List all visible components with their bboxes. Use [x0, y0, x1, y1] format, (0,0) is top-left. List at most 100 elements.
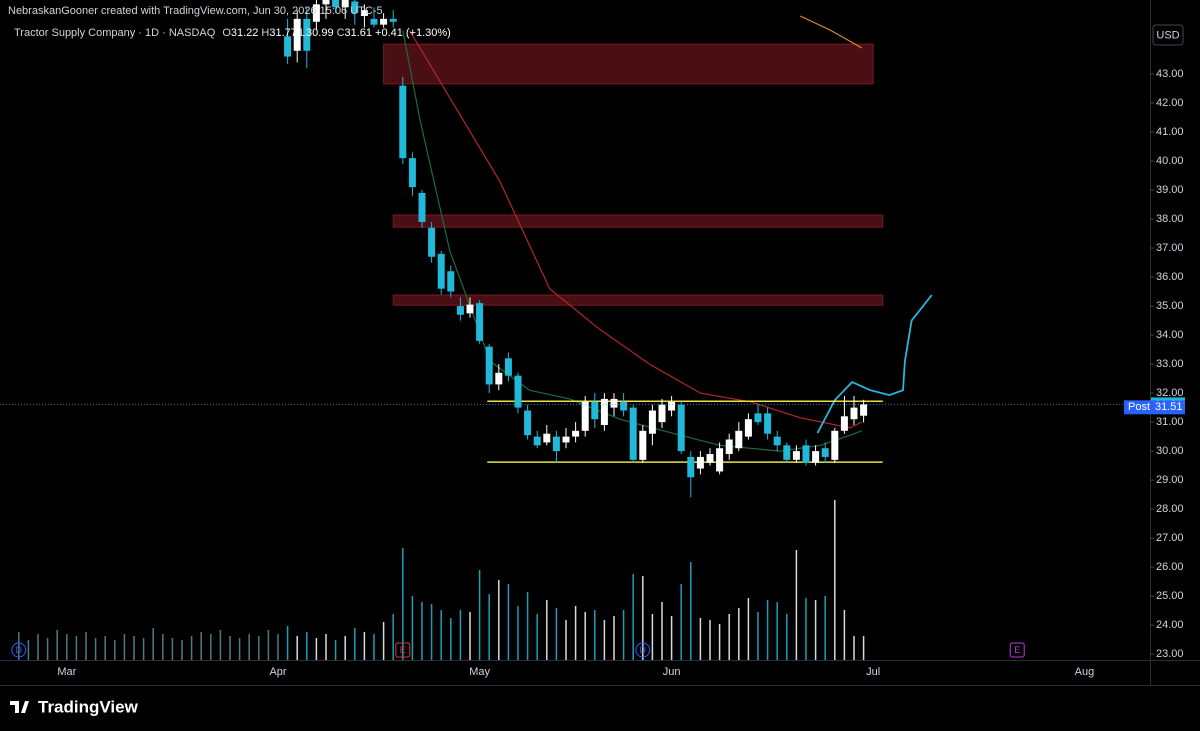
logo-icon: [10, 701, 29, 713]
resistance-zone: [392, 294, 884, 306]
candle-body: [687, 456, 695, 478]
volume-bar: [133, 636, 135, 660]
volume-bar: [75, 636, 78, 660]
currency[interactable]: USD: [1156, 29, 1179, 41]
y-tick-label: 31.00: [1156, 416, 1184, 428]
volume-bar: [315, 638, 318, 660]
y-tick-label: 34.00: [1156, 329, 1184, 341]
y-tick-label: 24.00: [1156, 619, 1184, 631]
candle-body: [303, 18, 311, 51]
volume-bar: [699, 618, 702, 660]
candle-body: [773, 436, 781, 446]
volume-bar: [104, 636, 106, 660]
candle-body: [716, 448, 724, 472]
candle-body: [668, 401, 676, 411]
candle-body: [322, 0, 330, 5]
y-tick-label: 38.00: [1156, 213, 1184, 225]
volume-bar: [277, 634, 279, 660]
candle-body: [476, 303, 484, 341]
currency-button[interactable]: [1152, 24, 1184, 46]
candle-body: [380, 18, 388, 25]
volume-bar: [210, 634, 212, 660]
volume-bar: [354, 628, 356, 660]
candle-body: [764, 413, 772, 434]
y-tick-label: 43.00: [1156, 68, 1184, 80]
volume-bar: [296, 636, 298, 660]
volume-bar: [440, 610, 442, 660]
event-marker: [635, 642, 651, 658]
candle-body: [850, 407, 858, 420]
event-label: D: [640, 645, 647, 655]
volume-bar: [555, 608, 558, 660]
volume-bar: [142, 638, 145, 660]
volume-bar: [565, 620, 567, 660]
candle-body: [629, 407, 637, 460]
volume-bar: [536, 614, 538, 660]
candle-body: [860, 404, 868, 416]
resistance-zone: [383, 43, 874, 85]
y-tick-label: 33.00: [1156, 358, 1184, 370]
candle-body: [840, 416, 848, 431]
candle-body: [812, 451, 820, 463]
candle-body: [332, 0, 340, 8]
volume-bar: [37, 634, 39, 660]
volume-bar: [517, 606, 519, 660]
candle-body: [648, 410, 656, 434]
volume-bar: [488, 594, 490, 660]
volume-bar: [152, 628, 154, 660]
post-label-box: [1124, 400, 1185, 415]
volume-bar: [382, 622, 385, 660]
volume-bar: [680, 584, 682, 660]
volume-bar: [843, 610, 846, 660]
candle-body: [408, 158, 416, 188]
candle-body: [552, 436, 560, 452]
legend-letter: C: [337, 27, 345, 39]
candle-body: [293, 18, 301, 51]
volume-bar: [85, 632, 87, 660]
volume-bar: [834, 500, 836, 660]
y-tick-label: 32.00: [1156, 387, 1184, 399]
y-tick-label: 36.00: [1156, 271, 1184, 283]
volume-bar: [430, 604, 433, 660]
resistance-zone: [392, 214, 884, 228]
legend-letter: H: [261, 27, 269, 39]
volume-bar: [469, 612, 471, 660]
post-label: Post: [1128, 401, 1150, 413]
volume-bar: [805, 598, 807, 660]
volume-bar: [814, 600, 817, 660]
y-tick-label: 41.00: [1156, 126, 1184, 138]
volume-bar: [219, 630, 222, 660]
volume-bar: [229, 636, 231, 660]
y-tick-label: 37.00: [1156, 242, 1184, 254]
candle-body: [341, 0, 349, 8]
y-tick-label: 42.00: [1156, 97, 1184, 109]
y-tick-label: 25.00: [1156, 590, 1184, 602]
x-tick-label: Apr: [269, 666, 286, 678]
volume-bar: [670, 616, 673, 660]
candle-body: [370, 18, 378, 25]
volume-bar: [411, 596, 414, 660]
candle-body: [821, 448, 829, 457]
y-tick-label: 30.00: [1156, 445, 1184, 457]
volume-bar: [738, 608, 740, 660]
volume-bar: [46, 638, 49, 660]
candle-body: [533, 436, 541, 446]
volume-bar: [94, 638, 97, 660]
volume-bar: [824, 596, 826, 660]
candle-body: [389, 18, 397, 22]
volume-bar: [162, 634, 164, 660]
candle-body: [706, 454, 714, 463]
volume-bar: [66, 634, 68, 660]
volume-bar: [238, 638, 241, 660]
volume-bar: [594, 610, 596, 660]
candle-body: [783, 445, 791, 460]
candle-body: [831, 430, 839, 460]
x-tick-label: Mar: [57, 666, 76, 678]
y-tick-label: 26.00: [1156, 561, 1184, 573]
event-label: E: [400, 645, 406, 655]
plot-area: [0, 0, 1150, 660]
legend-value: 30.99: [306, 27, 334, 39]
curve: [408, 30, 862, 429]
